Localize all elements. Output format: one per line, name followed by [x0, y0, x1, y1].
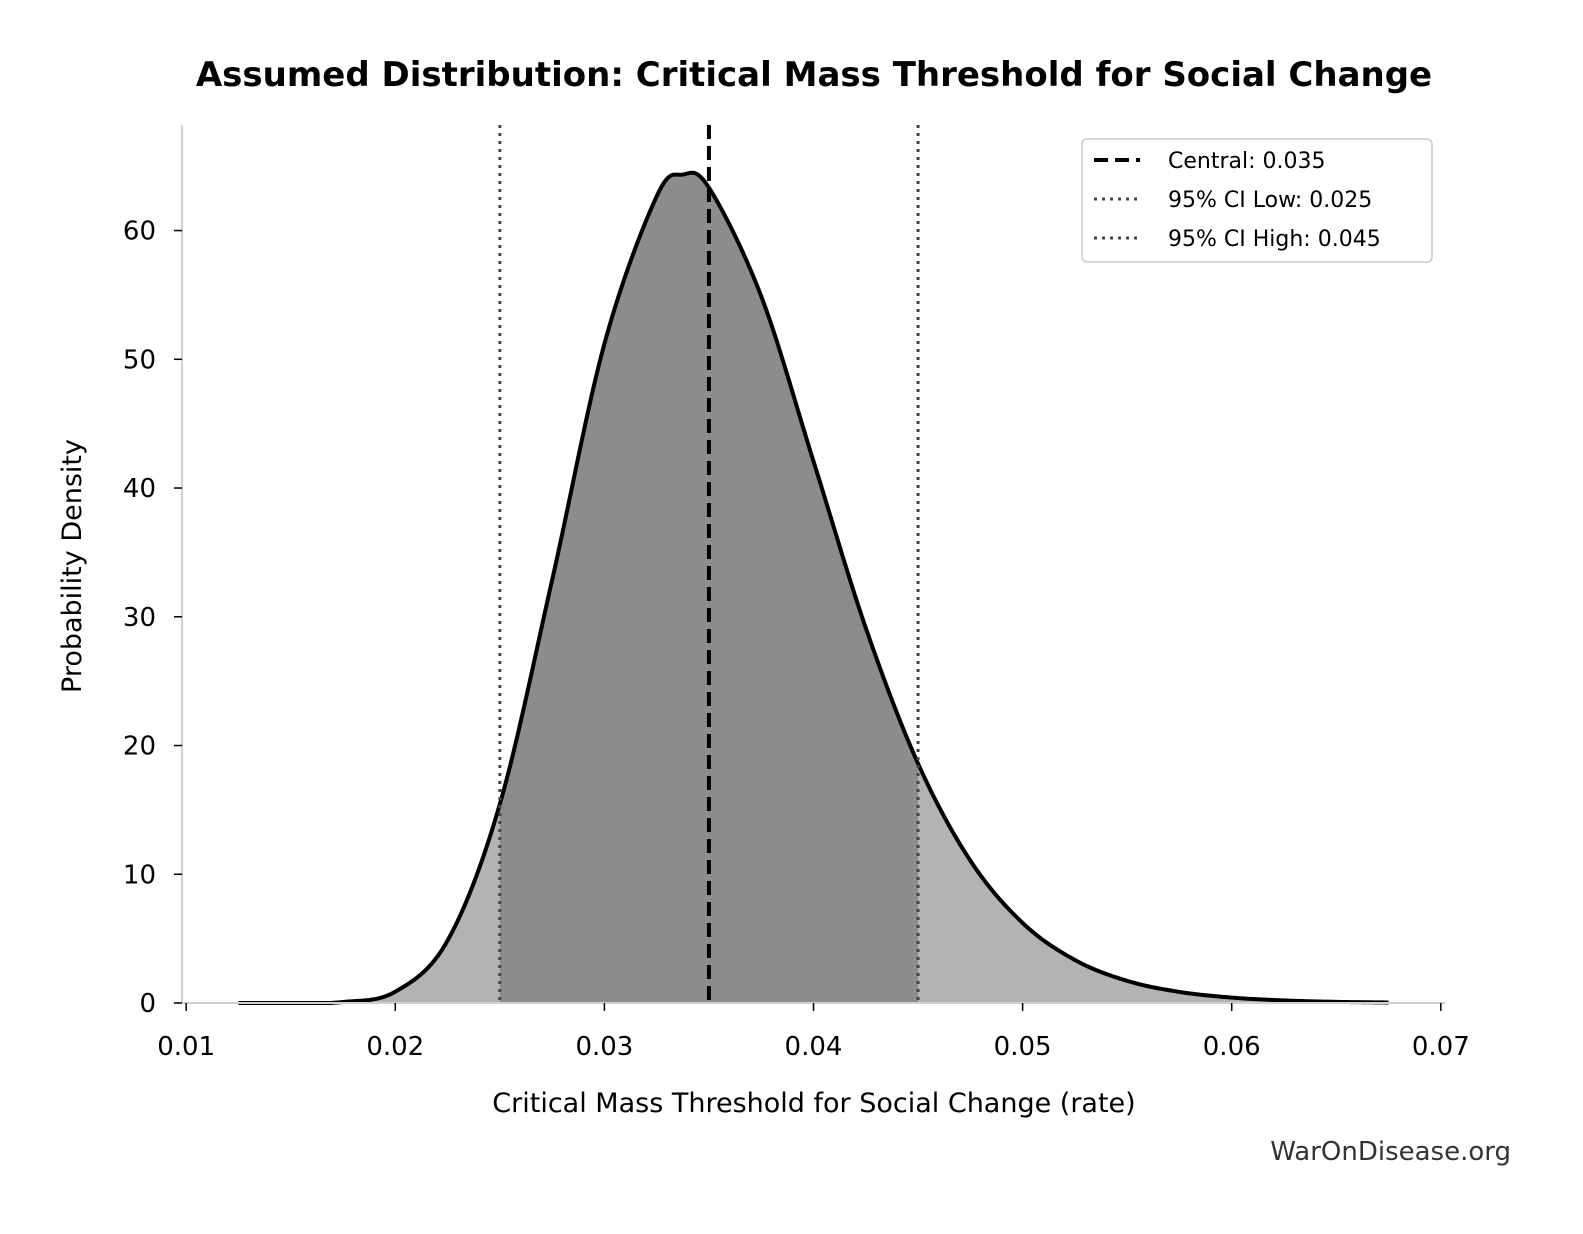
plot-area: [238, 125, 1389, 1005]
x-tick-label: 0.06: [1203, 1032, 1261, 1062]
x-tick-label: 0.04: [785, 1032, 843, 1062]
x-tick-label: 0.05: [994, 1032, 1052, 1062]
legend: Central: 0.035 95% CI Low: 0.025 95% CI Hi…: [1081, 138, 1433, 263]
watermark: WarOnDisease.org: [1270, 1137, 1511, 1167]
x-tick-label: 0.02: [366, 1032, 424, 1062]
x-tick-label: 0.01: [157, 1032, 215, 1062]
y-tick-label: 20: [123, 732, 156, 762]
y-tick-label: 30: [123, 603, 156, 633]
y-tick-label: 50: [123, 345, 156, 375]
chart-title: Assumed Distribution: Critical Mass Thre…: [196, 55, 1432, 95]
y-tick-label: 10: [123, 860, 156, 890]
y-axis-label: Probability Density: [57, 439, 88, 693]
legend-label: Central: 0.035: [1168, 149, 1326, 174]
axes: 0.01 0.02 0.03 0.04 0.05 0.06 0.07 0 10 20 30 40 50 6…: [123, 125, 1470, 1062]
x-axis-label: Critical Mass Threshold for Social Chang…: [492, 1088, 1135, 1119]
legend-box: [1081, 138, 1433, 263]
y-tick-label: 60: [123, 217, 156, 247]
density-curve: [238, 170, 1389, 1005]
x-tick-label: 0.07: [1412, 1032, 1470, 1062]
y-tick-label: 40: [123, 474, 156, 504]
legend-label: 95% CI High: 0.045: [1168, 227, 1381, 252]
y-tick-label: 0: [139, 989, 156, 1019]
legend-label: 95% CI Low: 0.025: [1168, 188, 1372, 213]
x-tick-label: 0.03: [575, 1032, 633, 1062]
